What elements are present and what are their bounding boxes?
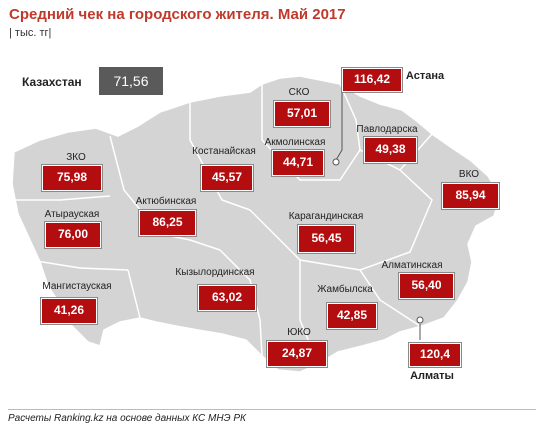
region-value-kyzylorda: 63,02 bbox=[198, 285, 256, 311]
region-value-atyrau: 76,00 bbox=[45, 222, 101, 248]
region-name-atyrau: Атырауская bbox=[44, 209, 100, 220]
region-name-karaganda: Карагандинская bbox=[288, 211, 364, 222]
region-value-sko: 57,01 bbox=[274, 101, 330, 127]
astana-marker bbox=[332, 158, 340, 166]
region-name-kostanay: Костанайская bbox=[192, 146, 256, 157]
region-value-aktobe: 86,25 bbox=[139, 210, 196, 236]
region-value-kostanay: 45,57 bbox=[201, 165, 253, 191]
region-name-pavlodar: Павлодарска bbox=[356, 124, 418, 135]
unit-label: | тыс. тг| bbox=[9, 27, 52, 39]
region-value-uko: 24,87 bbox=[267, 341, 327, 367]
region-name-uko: ЮКО bbox=[287, 327, 311, 338]
astana-leader-line bbox=[335, 82, 343, 161]
border-mangistau bbox=[127, 269, 141, 319]
region-name-aktobe: Актюбинская bbox=[135, 196, 197, 207]
country-value-box: 71,56 bbox=[99, 67, 163, 95]
region-value-almaty: 120,4 bbox=[409, 343, 461, 367]
region-name-kyzylorda: Кызылординская bbox=[175, 267, 255, 278]
region-name-almaty-reg: Алматинская bbox=[381, 260, 443, 271]
region-value-pavlodar: 49,38 bbox=[364, 137, 417, 163]
border-atyrau bbox=[29, 259, 129, 271]
region-name-mangistau: Мангистауская bbox=[42, 281, 112, 292]
footer-divider bbox=[8, 409, 536, 410]
border-akmola bbox=[261, 84, 361, 181]
region-name-vko: ВКО bbox=[458, 169, 480, 180]
region-name-astana: Астана bbox=[405, 70, 445, 82]
region-value-zhambyl: 42,85 bbox=[327, 303, 377, 329]
source-note: Расчеты Ranking.kz на основе данных КС М… bbox=[8, 413, 246, 424]
chart-title: Средний чек на городского жителя. Май 20… bbox=[9, 6, 346, 23]
region-name-sko: СКО bbox=[288, 87, 310, 98]
region-name-almaty: Алматы bbox=[410, 370, 454, 382]
region-value-mangistau: 41,26 bbox=[41, 298, 97, 324]
region-value-almaty-reg: 56,40 bbox=[399, 273, 454, 299]
border-karaganda bbox=[249, 169, 433, 271]
region-name-akmola: Акмолинская bbox=[264, 137, 326, 148]
region-value-astana: 116,42 bbox=[342, 68, 402, 92]
border-zko bbox=[14, 195, 111, 201]
region-name-zko: ЗКО bbox=[66, 152, 86, 163]
region-name-zhambyl: Жамбылска bbox=[317, 284, 373, 295]
region-value-karaganda: 56,45 bbox=[298, 225, 355, 253]
region-value-vko: 85,94 bbox=[442, 183, 499, 209]
border-almaty-reg bbox=[359, 269, 421, 327]
almaty-marker bbox=[416, 316, 424, 324]
region-value-zko: 75,98 bbox=[42, 165, 102, 191]
country-label: Казахстан bbox=[22, 75, 82, 89]
region-value-akmola: 44,71 bbox=[272, 150, 324, 176]
